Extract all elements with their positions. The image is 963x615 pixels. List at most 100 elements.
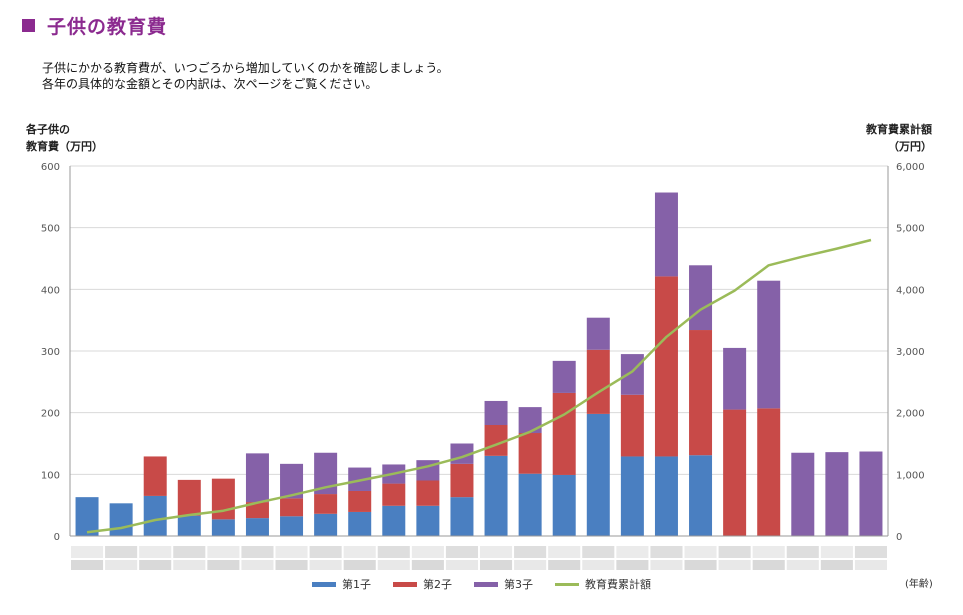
bar-segment-series3 (620, 354, 644, 395)
bar-segment-series3 (689, 265, 713, 331)
x-category-cell-upper (582, 546, 615, 558)
bar-segment-series2 (484, 425, 508, 456)
bar-segment-series2 (518, 433, 542, 474)
y-left-tick-label: 500 (41, 224, 60, 235)
bar-segment-series2 (177, 479, 201, 516)
x-category-cell-lower (207, 560, 240, 570)
x-axis-unit: (年齢) (905, 579, 933, 590)
bar-segment-series1 (348, 511, 372, 536)
bar-segment-series1 (484, 455, 508, 536)
bar-segment-series2 (314, 494, 338, 514)
y-axis-left-title: 各子供の 教育費（万円） (26, 121, 103, 155)
y-right-tick-label: 0 (896, 532, 902, 543)
cumulative-line (86, 238, 872, 534)
x-category-cell-lower (411, 560, 444, 570)
x-category-cell-upper (207, 546, 240, 558)
y-right-tick-label: 6,000 (896, 162, 925, 173)
x-category-cell-lower (445, 560, 478, 570)
bar-segment-series1 (211, 519, 235, 536)
bar-segment-series3 (723, 347, 747, 410)
x-category-cell-lower (71, 560, 104, 570)
x-category-cell-upper (445, 546, 478, 558)
x-category-cell-upper (71, 546, 104, 558)
x-category-cell-upper (854, 546, 887, 558)
legend-label-series3: 第3子 (504, 578, 533, 591)
bar-segment-series1 (280, 516, 304, 536)
legend-item-cumulative: 教育費累計額 (555, 576, 651, 592)
bar-segment-series1 (552, 474, 576, 536)
bar-segment-series1 (109, 503, 133, 536)
bar-segment-series3 (654, 192, 678, 277)
x-category-cell-lower (275, 560, 308, 570)
bar-segment-series2 (245, 502, 269, 519)
bar-segment-series3 (314, 452, 338, 495)
x-category-cell-lower (514, 560, 547, 570)
page-title: 子供の教育費 (47, 15, 168, 38)
x-category-cell-upper (548, 546, 581, 558)
bar-segment-series3 (757, 280, 781, 409)
x-category-cell-upper (411, 546, 444, 558)
x-category-cell-lower (854, 560, 887, 570)
bar-segment-series2 (552, 392, 576, 475)
x-category-cell-upper (139, 546, 172, 558)
bar-segment-series2 (143, 456, 167, 496)
heading-square-icon (22, 18, 35, 32)
x-category-cell-lower (377, 560, 410, 570)
bar-segment-series1 (245, 518, 269, 536)
x-category-cell-lower (480, 560, 513, 570)
y-axis-left-title-line2: 教育費（万円） (26, 140, 103, 153)
x-category-cell-lower (718, 560, 751, 570)
bar-segment-series1 (314, 513, 338, 536)
x-category-cell-lower (616, 560, 649, 570)
bar-segment-series2 (348, 490, 372, 512)
x-category-cell-upper (820, 546, 853, 558)
x-category-cell-lower (548, 560, 581, 570)
y-left-tick-label: 0 (54, 532, 60, 543)
legend-swatch-cumulative (555, 582, 579, 586)
y-axis-right-title-line2: （万円） (888, 140, 932, 153)
bar-segment-series1 (416, 505, 440, 536)
x-category-cell-upper (684, 546, 717, 558)
x-category-cell-upper (752, 546, 785, 558)
x-category-cell-upper (650, 546, 683, 558)
bar-segment-series1 (518, 473, 542, 536)
legend-item-series2: 第2子 (393, 576, 452, 592)
x-category-cell-upper (514, 546, 547, 558)
section-heading: 子供の教育費 (22, 10, 167, 40)
x-category-cell-upper (173, 546, 206, 558)
x-category-cell-upper (786, 546, 819, 558)
bar-segment-series1 (450, 497, 474, 536)
bar-segment-series3 (518, 407, 542, 434)
x-category-cell-lower (241, 560, 274, 570)
bar-segment-series2 (757, 408, 781, 536)
bar-segment-series3 (280, 463, 304, 499)
y-axis-left-title-line1: 各子供の (26, 123, 70, 136)
y-right-tick-label: 1,000 (896, 470, 925, 481)
y-right-tick-label: 5,000 (896, 224, 925, 235)
y-axis-right-title: 教育費累計額 （万円） (866, 121, 932, 155)
x-category-cell-lower (139, 560, 172, 570)
bar-segment-series2 (382, 483, 406, 506)
x-category-cell-lower (343, 560, 376, 570)
x-category-cell-upper (309, 546, 342, 558)
x-category-cell-lower (105, 560, 138, 570)
bar-segment-series3 (586, 317, 610, 350)
bar-segment-series2 (450, 463, 474, 498)
legend-item-series1: 第1子 (312, 576, 371, 592)
bar-segment-series2 (689, 330, 713, 456)
bar-segment-series3 (552, 360, 576, 393)
x-category-cell-upper (343, 546, 376, 558)
intro-line-2: 各年の具体的な金額とその内訳は、次ページをご覧ください。 (42, 77, 378, 91)
x-category-cell-lower (173, 560, 206, 570)
bar-segment-series3 (859, 451, 883, 536)
x-category-cell-lower (684, 560, 717, 570)
y-left-tick-label: 600 (41, 162, 60, 173)
x-category-cell-lower (786, 560, 819, 570)
intro-text: 子供にかかる教育費が、いつごろから増加していくのかを確認しましょう。 各年の具体… (42, 60, 449, 92)
legend-label-series2: 第2子 (423, 578, 452, 591)
bar-segment-series1 (177, 515, 201, 536)
legend-item-series3: 第3子 (474, 576, 533, 592)
bar-segment-series3 (791, 452, 815, 536)
y-axis-right-title-line1: 教育費累計額 (866, 123, 932, 136)
